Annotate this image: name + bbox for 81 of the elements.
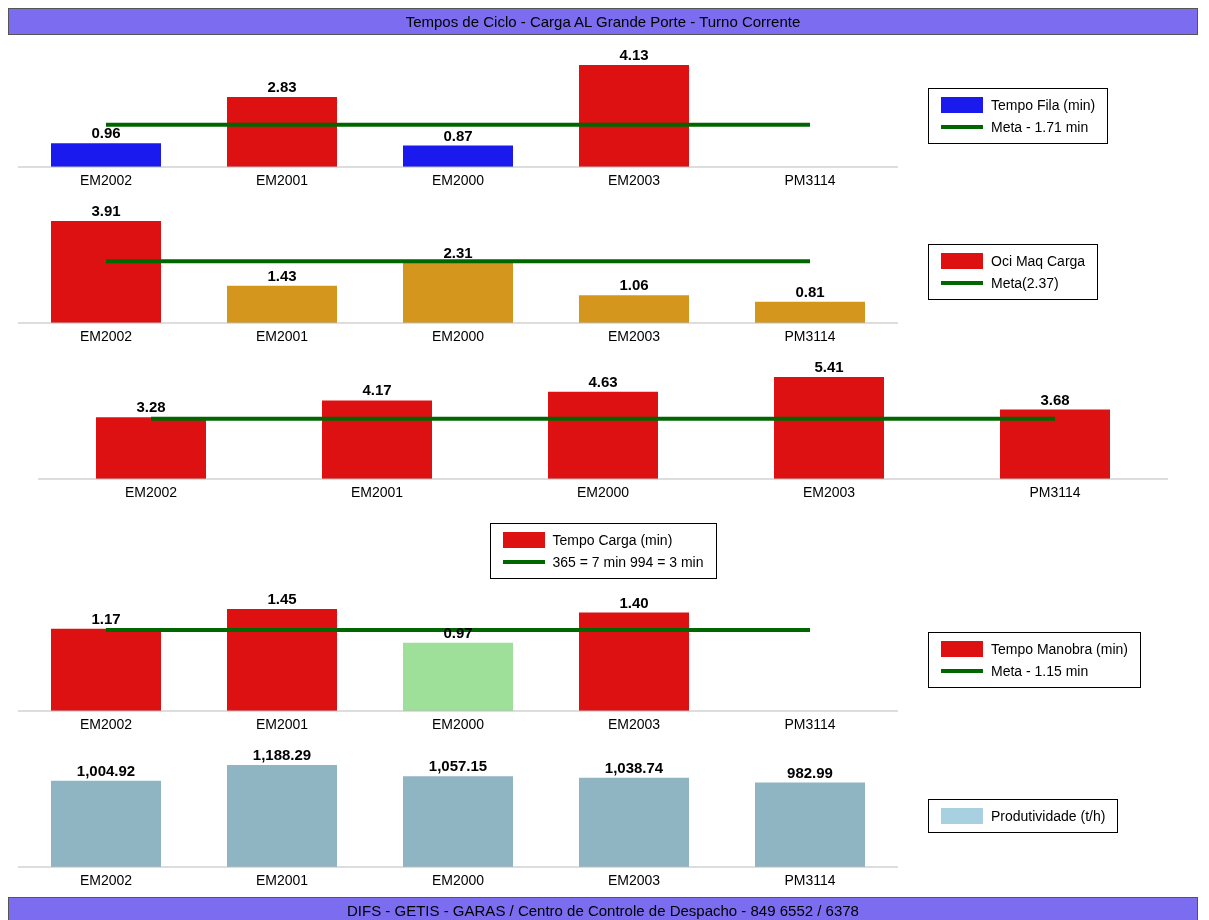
bar [51, 143, 161, 167]
x-tick-label: PM3114 [1029, 483, 1081, 500]
x-tick-label: EM2001 [255, 171, 309, 188]
bar [403, 262, 513, 323]
x-tick-label: EM2001 [350, 483, 404, 500]
bar [755, 301, 865, 323]
x-tick-label: EM2002 [79, 715, 133, 732]
legend-label: Meta - 1.71 min [991, 119, 1089, 135]
x-tick-label: EM2002 [79, 871, 133, 888]
x-tick-label: EM2002 [79, 327, 133, 344]
x-tick-label: EM2003 [802, 483, 856, 500]
bar [227, 285, 337, 323]
data-label: 3.91 [91, 202, 121, 219]
data-label: 1,188.29 [252, 746, 312, 763]
data-label: 4.13 [619, 46, 649, 63]
x-tick-label: EM2000 [431, 715, 485, 732]
chart-title: Tempos de Ciclo - Carga AL Grande Porte - Turno Corrente [8, 8, 1198, 35]
data-label: 1.45 [267, 590, 297, 607]
legend-label: Tempo Fila (min) [991, 97, 1096, 113]
legend-label: Meta - 1.15 min [991, 663, 1089, 679]
x-tick-label: EM2002 [79, 171, 133, 188]
data-label: 2.83 [267, 78, 297, 96]
data-label: 1,057.15 [428, 757, 488, 775]
x-tick-label: EM2003 [607, 715, 661, 732]
bar [51, 221, 161, 323]
bar [227, 765, 337, 867]
bar [548, 391, 658, 479]
legend-label: Meta(2.37) [991, 275, 1059, 291]
x-tick-label: EM2001 [255, 871, 309, 888]
data-label: 1,038.74 [604, 758, 664, 776]
text: DIFS - GETIS - GARAS / Centro de Controle de Despacho - 849 6552 / 6378 [8, 897, 1198, 920]
x-tick-label: EM2003 [607, 871, 661, 888]
bar [51, 780, 161, 867]
data-label: 1.43 [267, 266, 297, 284]
x-tick-label: PM3114 [784, 715, 836, 732]
x-tick-label: EM2002 [124, 483, 178, 500]
x-tick-label: PM3114 [784, 327, 836, 344]
data-label: 1.40 [619, 593, 649, 611]
data-label: 982.99 [787, 763, 833, 781]
bar [579, 65, 689, 167]
bar [322, 400, 432, 479]
x-tick-label: PM3114 [784, 871, 836, 888]
bar [403, 145, 513, 167]
bar [227, 97, 337, 167]
legend-label: Oci Maq Carga [991, 253, 1086, 269]
x-tick-label: EM2000 [431, 327, 485, 344]
x-tick-label: EM2000 [431, 871, 485, 888]
x-tick-label: EM2000 [431, 171, 485, 188]
legend-label: 365 = 7 min 994 = 3 min [552, 554, 704, 570]
bar [403, 642, 513, 711]
bar [51, 628, 161, 711]
data-label: 0.96 [91, 124, 121, 142]
data-label: 5.41 [814, 358, 844, 375]
bar [579, 295, 689, 323]
data-label: 0.87 [443, 126, 473, 144]
data-label: 2.31 [443, 243, 473, 261]
x-tick-label: EM2003 [607, 327, 661, 344]
legend-label: Tempo Manobra (min) [991, 641, 1128, 657]
data-label: 4.17 [362, 381, 392, 399]
bar [579, 612, 689, 711]
bar [774, 377, 884, 479]
bar [403, 776, 513, 867]
data-label: 0.81 [795, 282, 825, 300]
bar [755, 782, 865, 867]
text: Produtividade (t/h) [991, 808, 1106, 824]
bar [227, 609, 337, 711]
data-label: 3.28 [136, 398, 166, 416]
x-tick-label: PM3114 [784, 171, 836, 188]
data-label: 1,004.92 [76, 761, 136, 779]
x-tick-label: EM2001 [255, 327, 309, 344]
bar [1000, 409, 1110, 479]
legend-label: Tempo Carga (min) [552, 532, 673, 548]
data-label: 4.63 [588, 372, 618, 390]
bar [96, 417, 206, 479]
bar [579, 777, 689, 867]
x-tick-label: EM2003 [607, 171, 661, 188]
x-tick-label: EM2001 [255, 715, 309, 732]
x-tick-label: EM2000 [576, 483, 630, 500]
data-label: 1.06 [619, 276, 649, 294]
data-label: 3.68 [1040, 390, 1070, 408]
data-label: 1.17 [91, 609, 121, 627]
